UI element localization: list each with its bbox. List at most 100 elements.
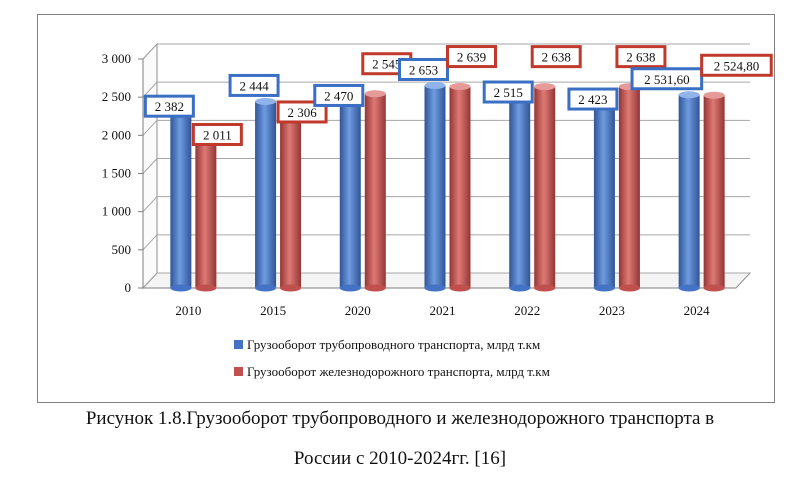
bar-base (339, 284, 361, 292)
bar-top (534, 83, 556, 91)
x-tick-label: 2021 (430, 303, 456, 318)
bar-body (678, 94, 700, 288)
x-tick-label: 2010 (175, 303, 201, 318)
y-tick-label: 3 000 (102, 51, 131, 66)
bar-pipeline (424, 81, 446, 292)
legend-label: Грузооборот трубопроводного транспорта, … (247, 337, 540, 352)
bar-railway (364, 90, 386, 292)
bar-base (678, 284, 700, 292)
data-label: 2 524,80 (700, 53, 773, 77)
bar-base (195, 284, 217, 292)
data-label-text: 2 306 (287, 105, 317, 120)
data-label-box (700, 53, 773, 77)
bar-railway (703, 91, 725, 292)
bar-body (703, 95, 725, 289)
data-labels: 2 382 2 011 2 444 2 306 2 470 2 545 2 653 2 639… (143, 45, 773, 146)
data-label: 2 470 (313, 83, 365, 107)
bar-top (449, 83, 471, 91)
gridline (142, 81, 750, 98)
data-label: 2 444 (228, 73, 280, 97)
data-label-box (313, 83, 365, 107)
bar-body (364, 93, 386, 289)
data-label-box (530, 45, 582, 69)
gridline (142, 43, 750, 60)
bar-top (678, 91, 700, 99)
legend: Грузооборот трубопроводного транспорта, … (234, 337, 550, 379)
data-label-text: 2 470 (324, 88, 353, 103)
bar-base (593, 284, 615, 292)
data-label-text: 2 545 (372, 57, 401, 72)
data-label-box (398, 57, 449, 81)
bar-railway (534, 83, 556, 292)
legend-entry: Грузооборот железнодорожного транспорта,… (234, 364, 550, 379)
bar-body (339, 99, 361, 288)
data-label-text: 2 515 (494, 85, 523, 100)
bar-top (255, 97, 277, 105)
x-tick-label: 2022 (514, 303, 540, 318)
bar-body (534, 86, 556, 289)
gridline (142, 158, 750, 174)
x-tick-label: 2020 (345, 303, 371, 318)
bar-top (424, 81, 446, 89)
data-label-text: 2 638 (626, 50, 655, 65)
chart-frame: 0 500 1 000 1 500 2 000 2 500 3 000 2010 2015 202… (37, 14, 775, 403)
x-tick-label: 2024 (684, 303, 711, 318)
legend-label: Грузооборот железнодорожного транспорта,… (247, 364, 550, 379)
data-label-text: 2 382 (155, 99, 184, 114)
bar-railway (449, 83, 471, 292)
data-label-box (191, 122, 243, 146)
bar-base (449, 284, 471, 292)
data-label-box (276, 100, 328, 124)
bar-top (364, 90, 386, 98)
bar-railway (618, 83, 640, 292)
data-label: 2 382 (143, 94, 195, 118)
data-label-text: 2 531,60 (644, 72, 690, 87)
y-tick-label: 2 000 (102, 127, 131, 142)
data-label-text: 2 011 (203, 127, 232, 142)
bar-pipeline (170, 102, 192, 292)
bar-body (618, 86, 640, 289)
bar-pipeline (255, 97, 277, 292)
y-tick-label: 1 000 (102, 204, 131, 219)
bar-base (509, 284, 531, 292)
data-label-box (446, 45, 497, 69)
data-label-box (630, 67, 704, 91)
figure-caption-line-1: Рисунок 1.8.Грузооборот трубопроводного … (85, 408, 715, 429)
bar-body (449, 86, 471, 288)
data-label-box (143, 94, 195, 118)
data-label-box (615, 45, 667, 69)
bar-pipeline (509, 92, 531, 292)
bar-base (534, 284, 556, 292)
data-label: 2 423 (567, 87, 619, 111)
data-label-text: 2 444 (239, 78, 269, 93)
bar-base (703, 284, 725, 292)
bar-base (280, 284, 302, 292)
data-label: 2 653 (398, 57, 449, 81)
data-label-box (228, 73, 280, 97)
data-label: 2 531,60 (630, 67, 704, 91)
data-label-box (482, 80, 534, 104)
bar-base (364, 284, 386, 292)
bar-body (280, 111, 302, 288)
bar-base (255, 284, 277, 292)
bar-base (618, 284, 640, 292)
data-label-text: 2 524,80 (714, 58, 760, 73)
bar-pipeline (339, 95, 361, 292)
axes: 0 500 1 000 1 500 2 000 2 500 3 000 2010 2015 202… (102, 51, 736, 318)
y-tick-label: 1 500 (102, 166, 131, 181)
data-label: 2 638 (530, 45, 582, 69)
data-label-text: 2 639 (457, 50, 486, 65)
x-tick-label: 2015 (260, 303, 286, 318)
data-label: 2 638 (615, 45, 667, 69)
x-tick-label: 2023 (599, 303, 625, 318)
data-label: 2 639 (446, 45, 497, 69)
data-label-text: 2 653 (409, 62, 438, 77)
bar-chart: 0 500 1 000 1 500 2 000 2 500 3 000 2010 2015 202… (102, 42, 773, 379)
legend-swatch (234, 367, 243, 376)
bar-body (195, 134, 217, 288)
legend-swatch (234, 340, 243, 349)
gridline (142, 196, 750, 213)
data-label-text: 2 423 (578, 92, 607, 107)
figure-caption-line-2: России с 2010-2024гг. [16] (293, 448, 507, 469)
bar-railway (195, 130, 217, 292)
